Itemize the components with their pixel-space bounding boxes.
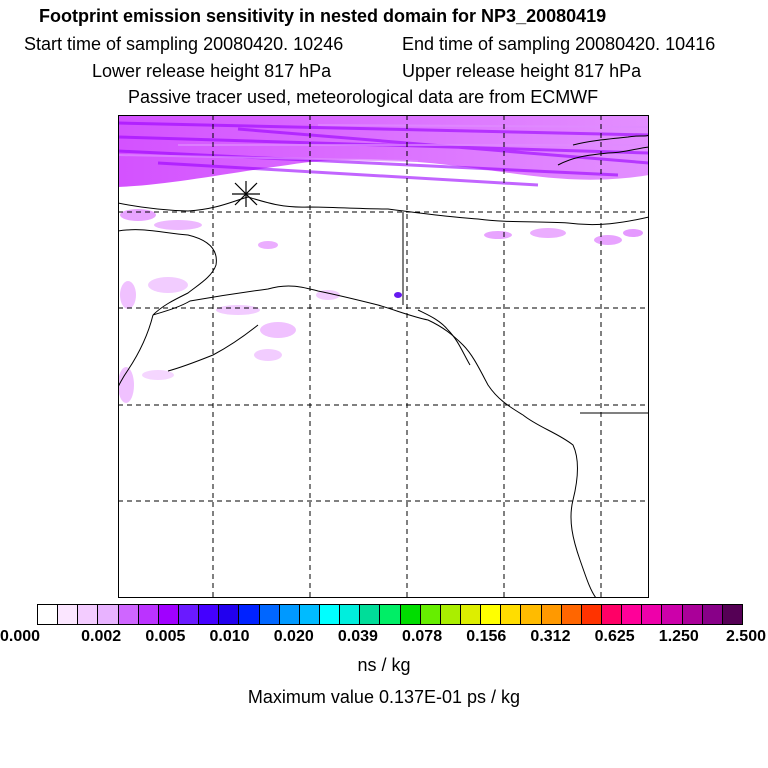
colorbar-segment [581, 605, 602, 624]
colorbar-tick-label: 0.312 [530, 628, 571, 645]
colorbar-tick-label: 0.010 [209, 628, 250, 645]
colorbar-tick-label: 0.020 [273, 628, 314, 645]
colorbar-segment [501, 605, 522, 624]
colorbar-segment [722, 605, 742, 624]
colorbar-segment [360, 605, 381, 624]
colorbar [37, 604, 743, 625]
colorbar-segment [481, 605, 502, 624]
map-background [118, 115, 649, 598]
upper-release-height-label: Upper release height 817 hPa [402, 61, 642, 81]
colorbar-tick-label: 1.250 [658, 628, 699, 645]
tracer-note: Passive tracer used, meteorological data… [128, 87, 599, 107]
colorbar-segment [420, 605, 441, 624]
colorbar-segment [380, 605, 401, 624]
colorbar-segment [259, 605, 280, 624]
colorbar-segment [561, 605, 582, 624]
colorbar-segment [58, 605, 79, 624]
colorbar-segment [299, 605, 320, 624]
colorbar-tick-label: 0.005 [145, 628, 186, 645]
colorbar-segment [400, 605, 421, 624]
colorbar-segment [340, 605, 361, 624]
colorbar-segment [440, 605, 461, 624]
colorbar-unit-label: ns / kg [357, 655, 411, 675]
colorbar-tick-label: 0.002 [81, 628, 122, 645]
map-border [118, 115, 649, 598]
colorbar-segment [642, 605, 663, 624]
end-time-label: End time of sampling 20080420. 10416 [402, 34, 716, 54]
colorbar-segment [118, 605, 139, 624]
colorbar-tick-label: 0.625 [594, 628, 635, 645]
footprint-plume-patches [118, 209, 643, 403]
colorbar-segment [98, 605, 119, 624]
start-time-label: Start time of sampling 20080420. 10246 [24, 34, 344, 54]
plot-title: Footprint emission sensitivity in nested… [39, 6, 607, 26]
colorbar-segment [521, 605, 542, 624]
colorbar-segment [158, 605, 179, 624]
maximum-value-label: Maximum value 0.137E-01 ps / kg [247, 687, 521, 707]
colorbar-segment [178, 605, 200, 624]
colorbar-segment [239, 605, 260, 624]
colorbar-segment [702, 605, 723, 624]
colorbar-segment [78, 605, 99, 624]
colorbar-segment [219, 605, 240, 624]
colorbar-segment [682, 605, 703, 624]
colorbar-tick-label: 2.500 [725, 628, 766, 645]
colorbar-tick-label: 0.000 [0, 628, 41, 645]
coastline [118, 134, 649, 598]
colorbar-segment [541, 605, 562, 624]
graticule [118, 115, 649, 598]
colorbar-segment [279, 605, 300, 624]
colorbar-segment [662, 605, 683, 624]
colorbar-tick-label: 0.039 [337, 628, 378, 645]
colorbar-tick-label: 0.156 [466, 628, 507, 645]
colorbar-segment [319, 605, 341, 624]
colorbar-segment [622, 605, 643, 624]
colorbar-segment [199, 605, 220, 624]
colorbar-segment [138, 605, 159, 624]
footprint-map [118, 115, 649, 598]
colorbar-segment [38, 605, 59, 624]
footprint-plume-top [118, 115, 649, 187]
colorbar-segment [460, 605, 482, 624]
lower-release-height-label: Lower release height 817 hPa [92, 61, 332, 81]
colorbar-segment [601, 605, 623, 624]
map-panel [118, 115, 649, 598]
colorbar-tick-label: 0.078 [402, 628, 443, 645]
asterisk-release-point-icon [232, 181, 260, 207]
